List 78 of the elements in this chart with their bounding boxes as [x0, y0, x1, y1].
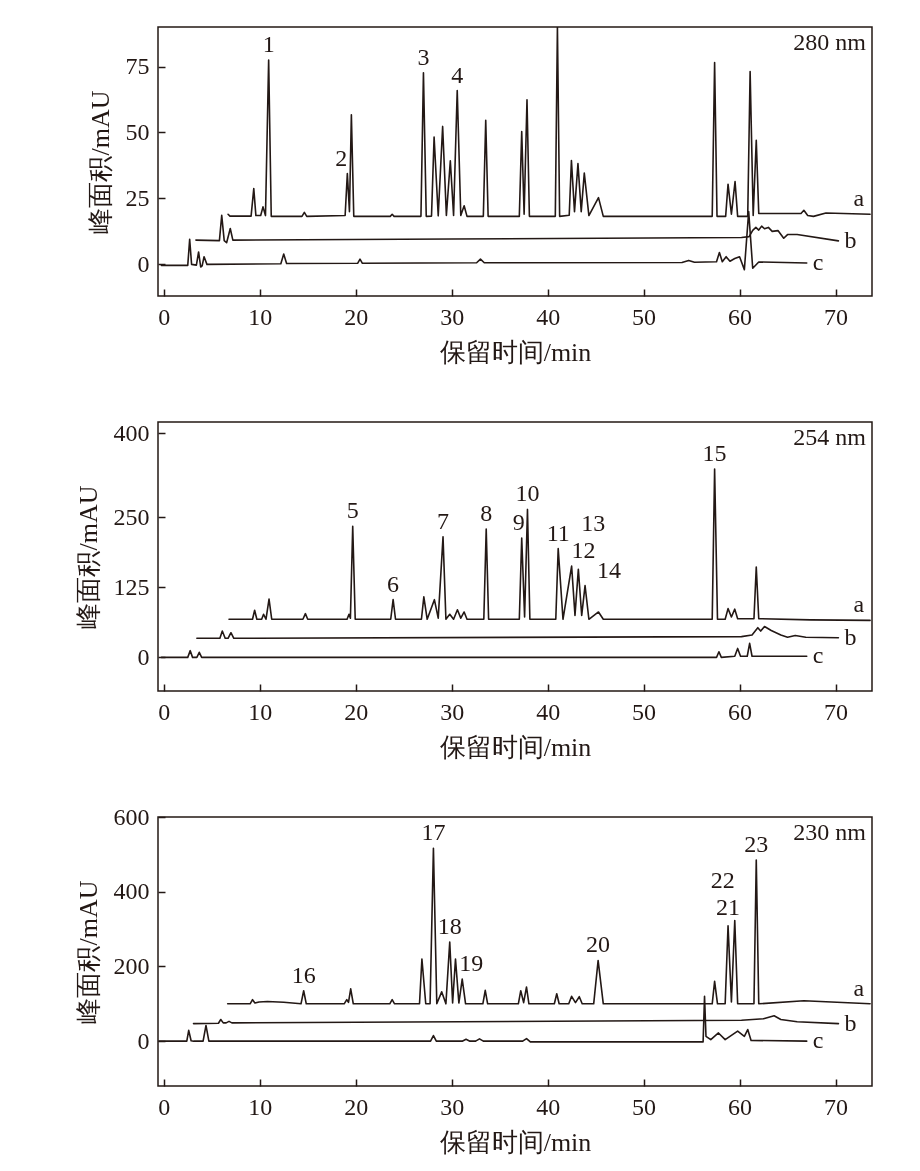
- y-tick-label: 400: [113, 419, 150, 446]
- x-tick-label: 40: [536, 303, 561, 330]
- y-tick-label: 400: [113, 878, 150, 905]
- annotation: 12: [571, 537, 596, 564]
- y-tick-label: 250: [113, 503, 150, 530]
- line-series: [196, 625, 840, 640]
- annotation: 19: [459, 950, 484, 977]
- annotation: 18: [437, 913, 462, 940]
- annotation: 8: [480, 500, 493, 527]
- x-tick-label: 20: [344, 1093, 369, 1120]
- annotation: 280 nm: [793, 29, 867, 55]
- annotation: 230 nm: [793, 819, 867, 845]
- x-tick-label: 30: [440, 1093, 465, 1120]
- annotation: 13: [581, 510, 606, 537]
- x-tick-label: 70: [824, 698, 849, 725]
- y-tick-label: 0: [137, 643, 150, 670]
- x-tick-label: 0: [158, 1093, 171, 1120]
- x-tick-label: 40: [536, 698, 561, 725]
- x-tick-label: 0: [158, 303, 171, 330]
- annotation: 22: [710, 867, 735, 894]
- series-label: b: [844, 226, 857, 253]
- x-tick-label: 60: [728, 698, 753, 725]
- y-tick-label: 25: [125, 184, 150, 211]
- annotation: 3: [417, 43, 430, 70]
- annotation: 10: [515, 480, 540, 507]
- annotation: 11: [546, 519, 570, 546]
- annotation: 2: [335, 144, 348, 171]
- annotation: 1: [262, 30, 275, 57]
- x-tick-label: 10: [248, 303, 273, 330]
- x-tick-label: 50: [632, 1093, 657, 1120]
- x-tick-label: 60: [728, 303, 753, 330]
- series-label: c: [812, 249, 824, 276]
- y-tick-label: 50: [125, 118, 150, 145]
- x-axis-title: 保留时间/min: [439, 1127, 592, 1157]
- y-tick-label: 0: [137, 1027, 150, 1054]
- annotation: 254 nm: [793, 424, 867, 450]
- annotation: 23: [744, 830, 769, 857]
- annotation: 16: [291, 961, 316, 988]
- x-tick-label: 70: [824, 303, 849, 330]
- series-label: b: [844, 1009, 857, 1036]
- x-tick-label: 50: [632, 303, 657, 330]
- annotation: 4: [451, 61, 464, 88]
- annotation: 17: [421, 819, 446, 846]
- x-tick-label: 10: [248, 698, 273, 725]
- x-tick-label: 20: [344, 303, 369, 330]
- series-label: a: [853, 591, 865, 618]
- x-axis-title: 保留时间/min: [439, 337, 592, 367]
- y-axis-title: 峰面积/mAU: [73, 880, 103, 1024]
- x-tick-label: 20: [344, 698, 369, 725]
- y-tick-label: 600: [113, 803, 150, 830]
- x-tick-label: 0: [158, 698, 171, 725]
- series-label: a: [853, 974, 865, 1001]
- y-tick-label: 0: [137, 250, 150, 277]
- series-label: b: [844, 623, 857, 650]
- annotation: 6: [387, 570, 400, 597]
- y-tick-label: 200: [113, 952, 150, 979]
- annotation: 14: [597, 556, 622, 583]
- x-tick-label: 40: [536, 1093, 561, 1120]
- series-label: c: [812, 642, 824, 669]
- x-tick-label: 30: [440, 303, 465, 330]
- x-tick-label: 30: [440, 698, 465, 725]
- annotation: 5: [346, 497, 359, 524]
- y-axis-title: 峰面积/mAU: [73, 485, 103, 629]
- y-tick-label: 125: [113, 573, 150, 600]
- annotation: 15: [702, 440, 727, 467]
- annotation: 9: [512, 509, 525, 536]
- x-tick-label: 10: [248, 1093, 273, 1120]
- y-axis-title: 峰面积/mAU: [85, 90, 115, 234]
- annotation: 20: [586, 931, 611, 958]
- annotation: 7: [437, 507, 450, 534]
- y-tick-label: 75: [125, 53, 150, 80]
- series-label: c: [812, 1027, 824, 1054]
- x-axis-title: 保留时间/min: [439, 732, 592, 762]
- x-tick-label: 50: [632, 698, 657, 725]
- x-tick-label: 60: [728, 1093, 753, 1120]
- series-label: a: [853, 185, 865, 212]
- x-tick-label: 70: [824, 1093, 849, 1120]
- annotation: 21: [716, 893, 741, 920]
